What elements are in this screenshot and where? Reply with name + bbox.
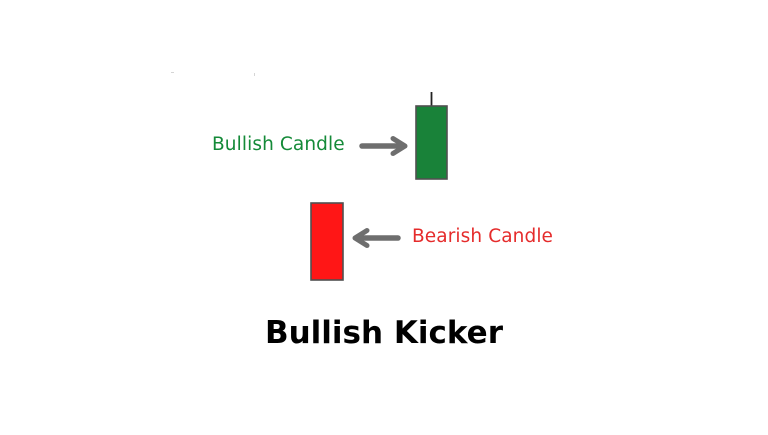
stray-mark [254,73,255,76]
bullish-candle-label: Bullish Candle [212,134,345,155]
bearish-candle-label: Bearish Candle [412,226,554,247]
bullish-candle [415,92,448,180]
arrow-left-icon [352,228,401,248]
arrow-right-icon [359,136,408,156]
stray-mark [171,72,174,73]
diagram-title: Bullish Kicker [264,315,503,351]
bearish-candle [310,202,344,281]
bearish-candle-body [310,202,344,281]
bullish-candle-body [415,105,448,180]
